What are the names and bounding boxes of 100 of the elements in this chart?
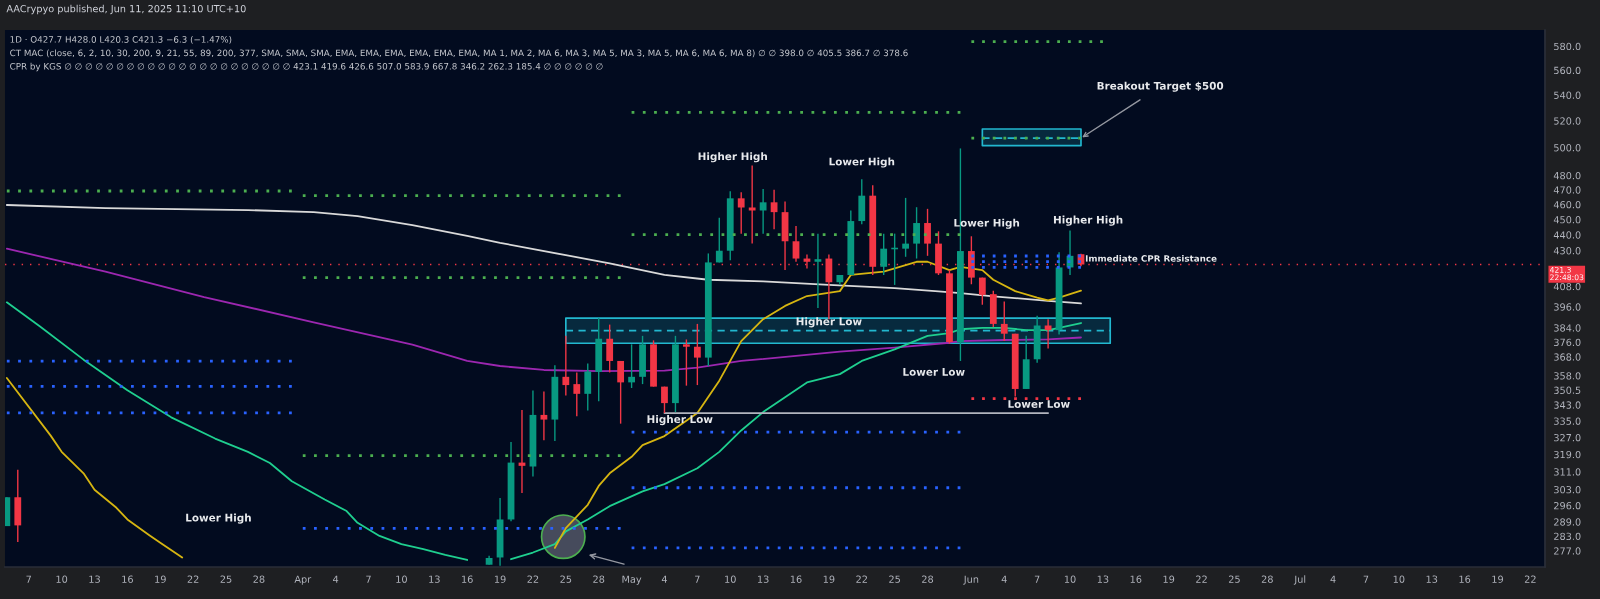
x-tick-label: 10 [1393,575,1405,583]
x-tick-label: 25 [889,575,900,583]
x-tick-label: 16 [1459,575,1471,583]
y-tick-label: 430.0 [1553,247,1581,255]
x-tick-label: 16 [122,575,133,583]
y-tick-label: 327.0 [1554,433,1581,442]
annotation: Higher High [698,152,767,163]
x-tick-label: May [622,575,642,585]
y-tick-label: 560.0 [1554,66,1581,75]
x-tick-label: 19 [494,575,506,583]
x-tick-label: 7 [1034,575,1040,583]
y-tick-label: 520.0 [1554,117,1581,125]
x-tick-label: 19 [1163,575,1175,583]
x-tick-label: 13 [1426,575,1438,583]
x-tick-label: 7 [695,575,700,583]
x-tick-label: 25 [220,575,232,583]
annotation: Higher Low [647,414,713,426]
annotation: CPR by KGS ∅ ∅ ∅ ∅ ∅ ∅ ∅ ∅ ∅ ∅ ∅ ∅ ∅ ∅ ∅ ∅ ∅ ∅ ∅ ∅ ∅ ∅ 423.1 419.6 426.6 507.0 583.9 667.8 346.2 262.3 185.4 ∅ ∅ ∅ ∅ ∅ ∅ [10,62,603,72]
candlestick [683,338,690,387]
annotation: Immediate CPR Resistance [1085,254,1217,262]
candlestick [693,323,701,386]
candlestick [617,360,625,425]
x-tick-label: 28 [922,575,934,583]
x-tick-label: 19 [823,575,835,583]
y-tick-label: 283.0 [1554,532,1581,540]
candlestick [737,191,745,235]
y-tick-label: 396.0 [1554,303,1581,311]
x-tick-label: 16 [1130,575,1142,583]
y-tick-label: 289.0 [1554,518,1581,526]
x-tick-label: 16 [462,575,473,583]
candlestick [902,197,910,258]
candlestick [584,362,592,412]
candlestick [562,335,570,397]
x-tick-label: 25 [560,575,572,583]
candlestick [759,188,767,235]
x-tick-label: 4 [333,575,339,583]
candlestick [792,225,800,263]
candlestick [606,323,614,374]
annotation: 1D · O427.7 H428.0 L420.3 C421.3 −6.3 (−1.47%) [10,35,232,44]
candlestick [770,189,778,231]
x-tick-label: 25 [1228,575,1240,583]
y-tick-label: 480.0 [1553,171,1581,180]
candlestick [715,217,723,264]
x-tick-label: Jul [1293,575,1306,585]
candlestick [573,371,581,418]
y-tick-label: 540.0 [1554,91,1581,99]
y-tick-label: 470.0 [1553,186,1581,194]
x-tick-label: 28 [1261,575,1273,583]
candlestick [1000,300,1008,342]
annotation: Higher Low [796,317,862,328]
y-tick-label: 319.0 [1554,450,1581,459]
y-tick-label: 358.0 [1554,372,1581,380]
x-tick-label: 10 [725,575,736,583]
y-tick-label: 460.0 [1553,201,1581,209]
y-tick-label: 376.0 [1554,338,1581,347]
y-tick-label: 350.5 [1554,386,1581,394]
x-tick-label: 4 [1330,575,1336,583]
x-tick-label: 22 [1524,575,1536,583]
x-tick-label: 10 [396,575,407,583]
candlestick [880,232,888,276]
x-tick-label: 13 [89,575,100,583]
y-tick-label: 277.0 [1554,547,1581,555]
annotation: Higher High [1053,215,1123,226]
y-tick-label: 343.0 [1554,401,1581,409]
x-tick-label: 19 [1492,575,1504,583]
candlestick [661,385,668,414]
x-tick-label: 28 [253,575,265,583]
x-tick-label: 13 [1097,575,1109,583]
x-tick-label: Apr [294,575,312,585]
annotation: Breakout Target $500 [1097,81,1224,92]
candlestick [924,208,931,257]
y-tick-label: 408.0 [1553,282,1581,291]
candlestick [978,276,986,306]
x-tick-label: 16 [790,575,802,583]
candlestick [628,343,635,389]
y-tick-label: 500.0 [1554,144,1581,152]
x-tick-label: 10 [56,575,68,583]
candlestick [1044,318,1052,350]
x-tick-label: 7 [26,575,32,583]
x-tick-label: 22 [856,575,867,583]
x-tick-label: 4 [661,575,668,583]
x-tick-label: 4 [1001,575,1007,583]
y-tick-label: 296.0 [1554,501,1581,510]
annotation: CT MAC (close, 6, 2, 10, 30, 200, 9, 21, 55, 89, 200, 377, SMA, SMA, SMA, EMA, EMA, EMA, EMA, EMA, EMA, MA 1, MA 2, MA 6, MA 3, MA 5, MA 3, MA 5, MA 6, MA 6, MA 8) ∅ ∅ 398.0 ∅ 405.5 386.7 ∅ 378.6 [10,49,908,58]
x-tick-label: 22 [187,575,199,583]
y-tick-label: 384.0 [1554,324,1581,332]
x-tick-label: Jun [963,575,979,585]
x-tick-label: 22 [527,575,539,583]
x-tick-label: 7 [366,575,371,583]
candlestick [913,206,920,260]
candlestick [540,390,548,441]
annotation: Lower Low [1008,400,1070,408]
y-tick-label: 368.0 [1554,353,1581,361]
x-tick-label: 28 [593,575,605,583]
x-tick-label: 22 [1196,575,1207,583]
y-tick-label: 450.0 [1553,216,1581,224]
annotation: Lower Low [903,368,965,376]
x-tick-label: 19 [155,575,166,583]
x-tick-label: 7 [1363,575,1369,583]
y-tick-label: 311.0 [1554,468,1581,476]
